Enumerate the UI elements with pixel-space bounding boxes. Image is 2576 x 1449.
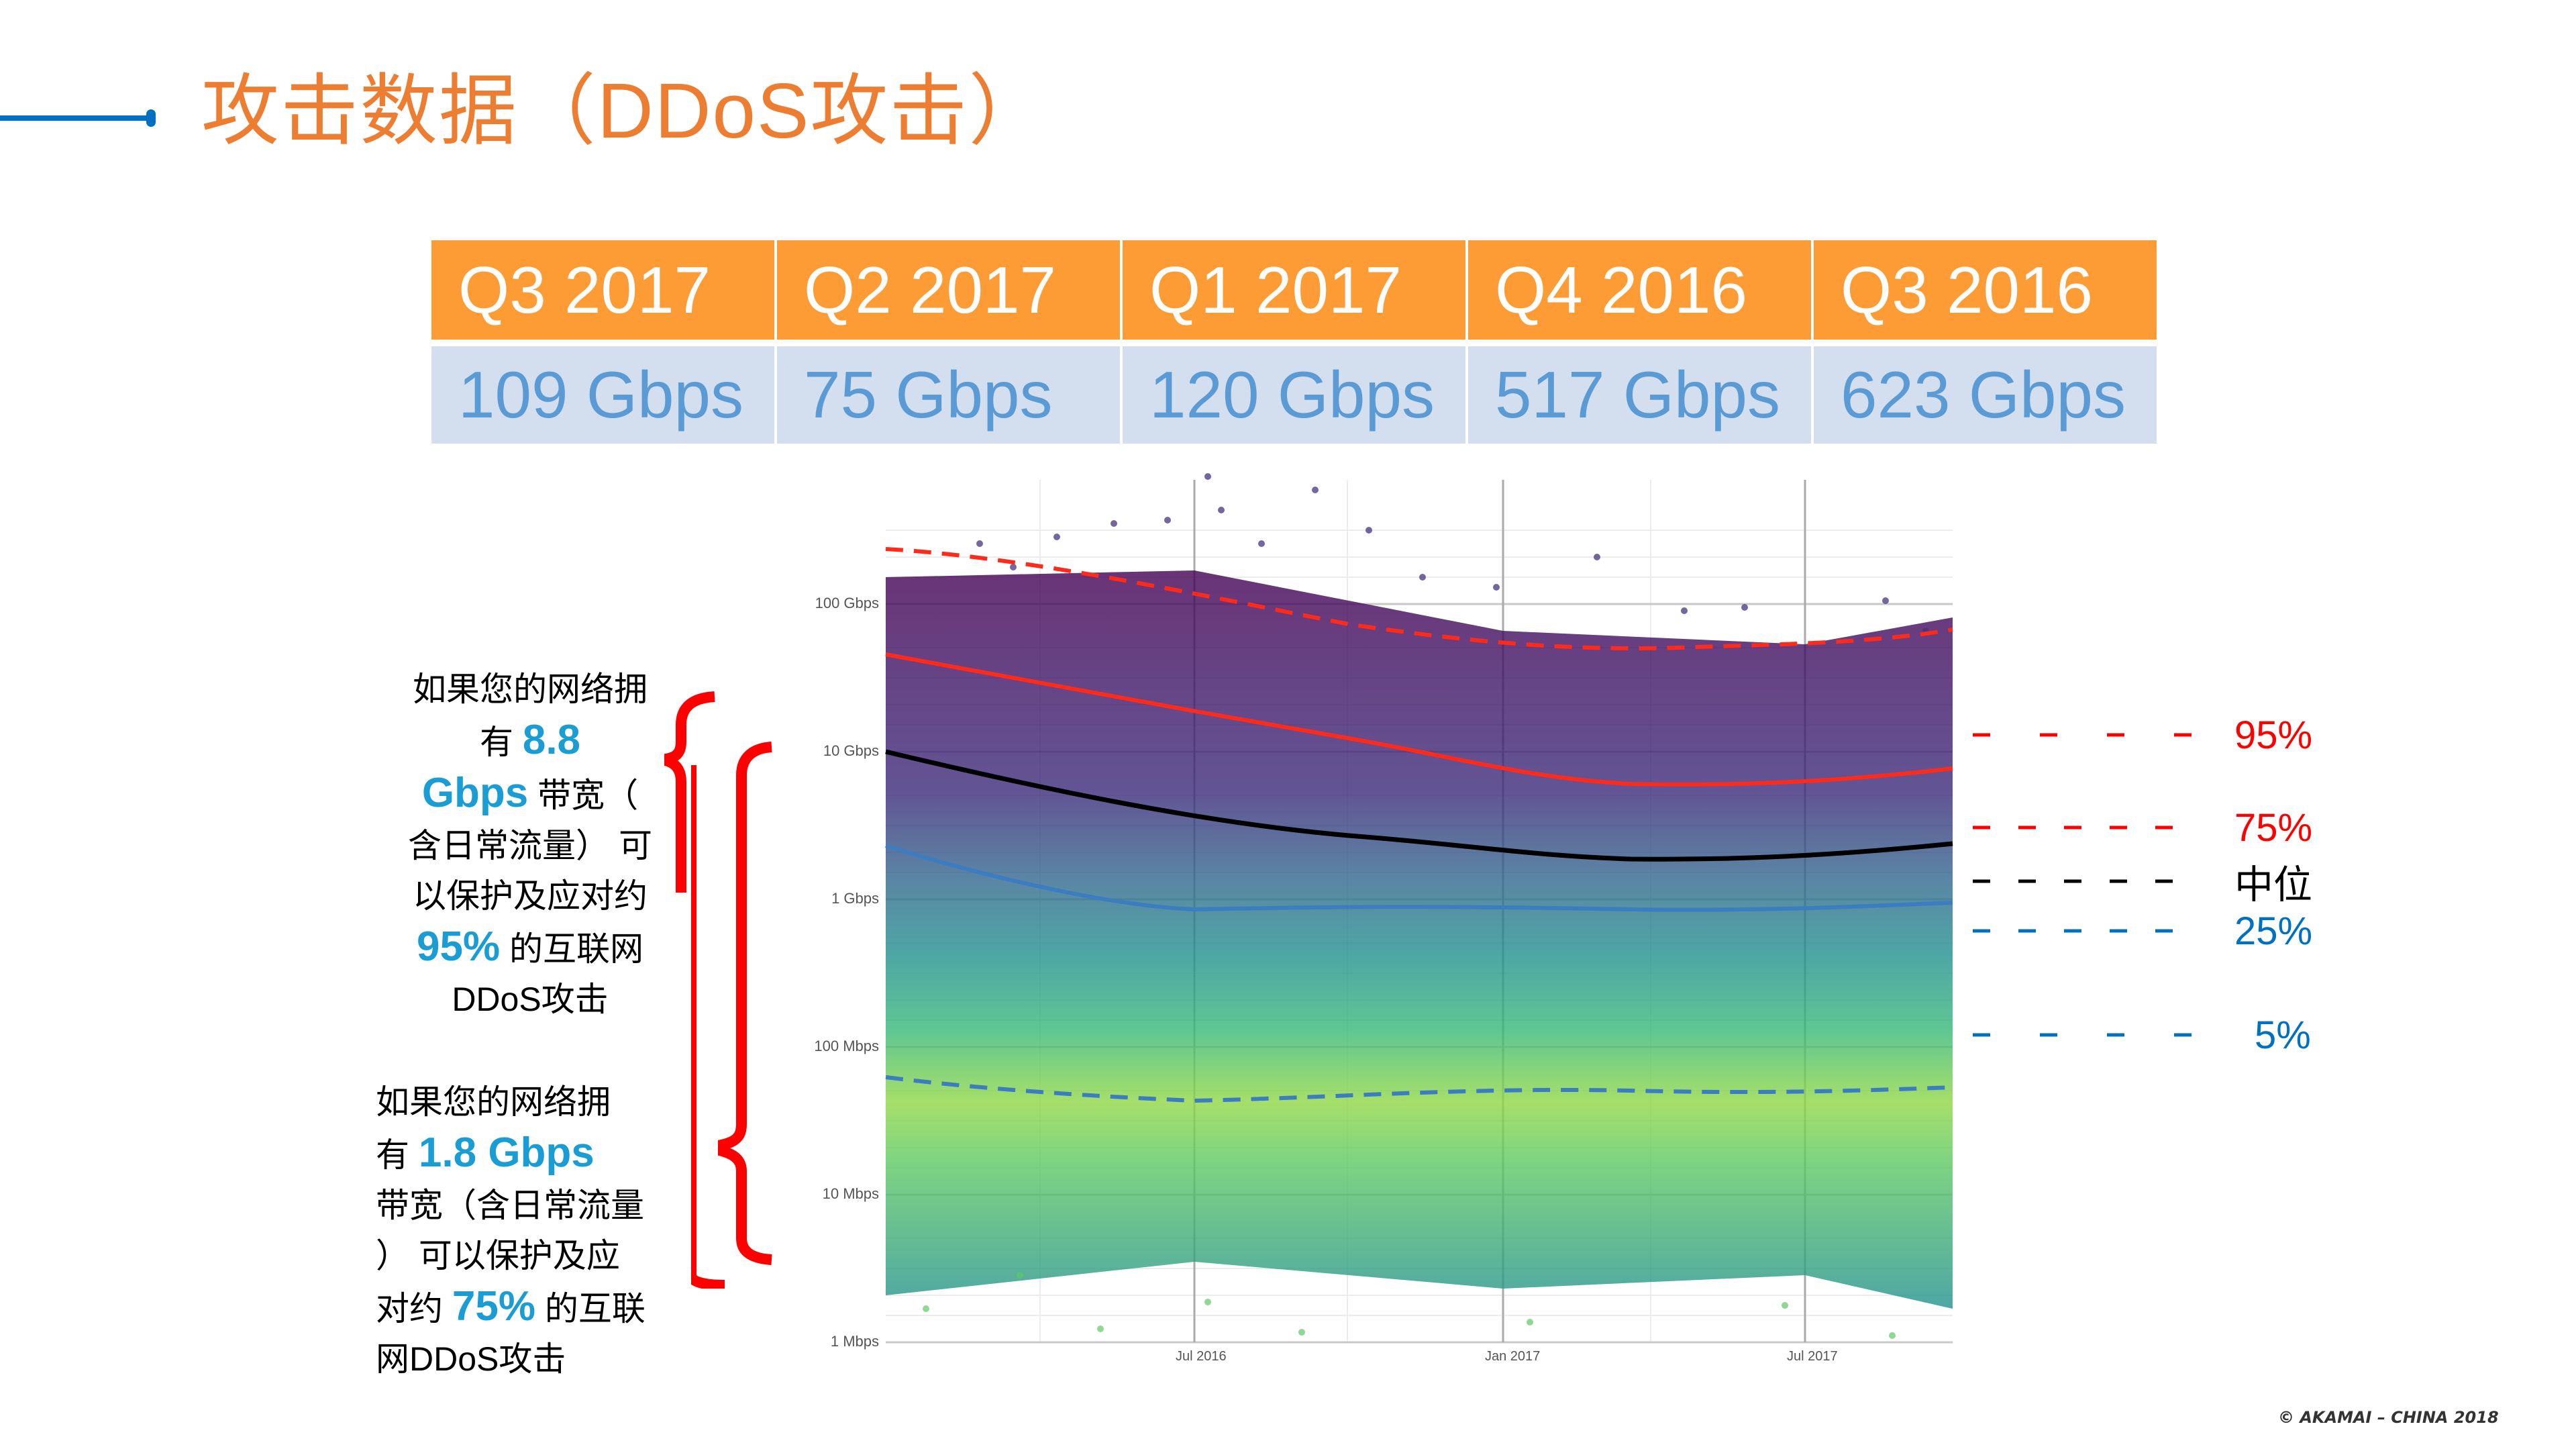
legend-label: 25% bbox=[2234, 909, 2313, 953]
title-accent-dot bbox=[146, 109, 156, 127]
note-highlight: 95% bbox=[417, 923, 501, 970]
bracket-95-icon bbox=[664, 691, 715, 893]
bracket-95-long-icon bbox=[691, 765, 725, 1289]
note-text: DDoS攻击 bbox=[452, 981, 609, 1018]
bracket-75-icon bbox=[718, 742, 772, 1265]
y-tick-label: 10 Gbps bbox=[823, 742, 879, 759]
legend-label: 5% bbox=[2255, 1013, 2311, 1057]
legend-item-5: 5% bbox=[1973, 1013, 2311, 1057]
y-tick-label: 100 Mbps bbox=[814, 1038, 879, 1054]
legend-label: 75% bbox=[2234, 805, 2313, 850]
table-cell: 517 Gbps bbox=[1468, 346, 1814, 444]
copyright-footer: © AKAMAI – CHINA 2018 bbox=[2278, 1408, 2499, 1427]
note-highlight: 1.8 Gbps bbox=[418, 1130, 595, 1176]
note-text: 的互联 bbox=[535, 1290, 646, 1328]
annotation-95: 如果您的网络拥 有 8.8 Gbps 带宽（ 含日常流量） 可 以保护及应对约 … bbox=[376, 664, 684, 1025]
legend-dash-icon bbox=[1973, 929, 2187, 933]
x-tick-label: Jul 2016 bbox=[1176, 1349, 1227, 1364]
page-title: 攻击数据（DDoS攻击） bbox=[201, 67, 1048, 154]
annotation-75: 如果您的网络拥 有 1.8 Gbps 带宽（含日常流量 ） 可以保护及应 对约 … bbox=[376, 1077, 684, 1385]
note-text: 有 bbox=[479, 723, 523, 761]
table-header-cell: Q3 2017 bbox=[431, 240, 777, 340]
table-header-cell: Q2 2017 bbox=[777, 240, 1123, 340]
curve-5 bbox=[885, 1075, 1953, 1103]
curve-25 bbox=[885, 844, 1953, 912]
y-tick-label: 100 Gbps bbox=[815, 595, 879, 611]
title-accent-line bbox=[0, 115, 151, 121]
table-cell: 75 Gbps bbox=[777, 346, 1123, 444]
table-header-cell: Q4 2016 bbox=[1468, 240, 1814, 340]
note-highlight: 8.8 bbox=[522, 717, 581, 763]
curve-median bbox=[885, 749, 1953, 862]
curve-95 bbox=[885, 547, 1953, 650]
ddos-scatter-chart: 100 Gbps 10 Gbps 1 Gbps 100 Mbps 10 Mbps… bbox=[792, 470, 1973, 1383]
note-text: 带宽（含日常流量 bbox=[376, 1187, 644, 1224]
legend-label: 95% bbox=[2234, 713, 2313, 757]
note-text: 以保护及应对约 bbox=[413, 877, 648, 915]
note-text: 网DDoS攻击 bbox=[376, 1340, 566, 1378]
table-header-row: Q3 2017 Q2 2017 Q1 2017 Q4 2016 Q3 2016 bbox=[431, 240, 2159, 340]
legend-dash-icon bbox=[1973, 879, 2187, 883]
note-text: 含日常流量） 可 bbox=[408, 827, 652, 864]
note-text: 有 bbox=[376, 1136, 419, 1174]
note-text: 带宽（ bbox=[528, 777, 639, 814]
legend-dash-icon bbox=[1973, 1033, 2208, 1037]
attack-peak-table: Q3 2017 Q2 2017 Q1 2017 Q4 2016 Q3 2016 … bbox=[431, 240, 2159, 444]
x-tick-label: Jan 2017 bbox=[1485, 1349, 1541, 1364]
note-text: 如果您的网络拥 bbox=[413, 670, 648, 708]
legend-dash-icon bbox=[1973, 826, 2187, 830]
legend-item-25: 25% bbox=[1973, 909, 2312, 953]
note-text: ） 可以保护及应 bbox=[376, 1237, 620, 1275]
note-text: 的互联网 bbox=[500, 930, 643, 968]
table-cell: 623 Gbps bbox=[1814, 346, 2159, 444]
y-tick-label: 10 Mbps bbox=[822, 1185, 879, 1202]
y-tick-label: 1 Mbps bbox=[830, 1333, 879, 1350]
note-text: 如果您的网络拥 bbox=[376, 1083, 611, 1121]
x-tick-label: Jul 2017 bbox=[1787, 1349, 1838, 1364]
table-row: 109 Gbps 75 Gbps 120 Gbps 517 Gbps 623 G… bbox=[431, 346, 2159, 444]
legend-item-median: 中位 bbox=[1973, 861, 2312, 907]
table-cell: 109 Gbps bbox=[431, 346, 777, 444]
y-tick-label: 1 Gbps bbox=[831, 890, 879, 907]
legend-dash-icon bbox=[1973, 733, 2208, 737]
legend-label: 中位 bbox=[2234, 863, 2313, 907]
table-header-cell: Q3 2016 bbox=[1814, 240, 2159, 340]
note-highlight: 75% bbox=[452, 1283, 535, 1330]
legend-item-75: 75% bbox=[1973, 806, 2312, 850]
note-highlight: Gbps bbox=[421, 770, 529, 816]
plot-area bbox=[885, 473, 1953, 1344]
table-cell: 120 Gbps bbox=[1123, 346, 1468, 444]
curve-75 bbox=[885, 652, 1953, 787]
legend-item-95: 95% bbox=[1973, 713, 2312, 757]
table-header-cell: Q1 2017 bbox=[1123, 240, 1468, 340]
note-text: 对约 bbox=[376, 1290, 452, 1328]
